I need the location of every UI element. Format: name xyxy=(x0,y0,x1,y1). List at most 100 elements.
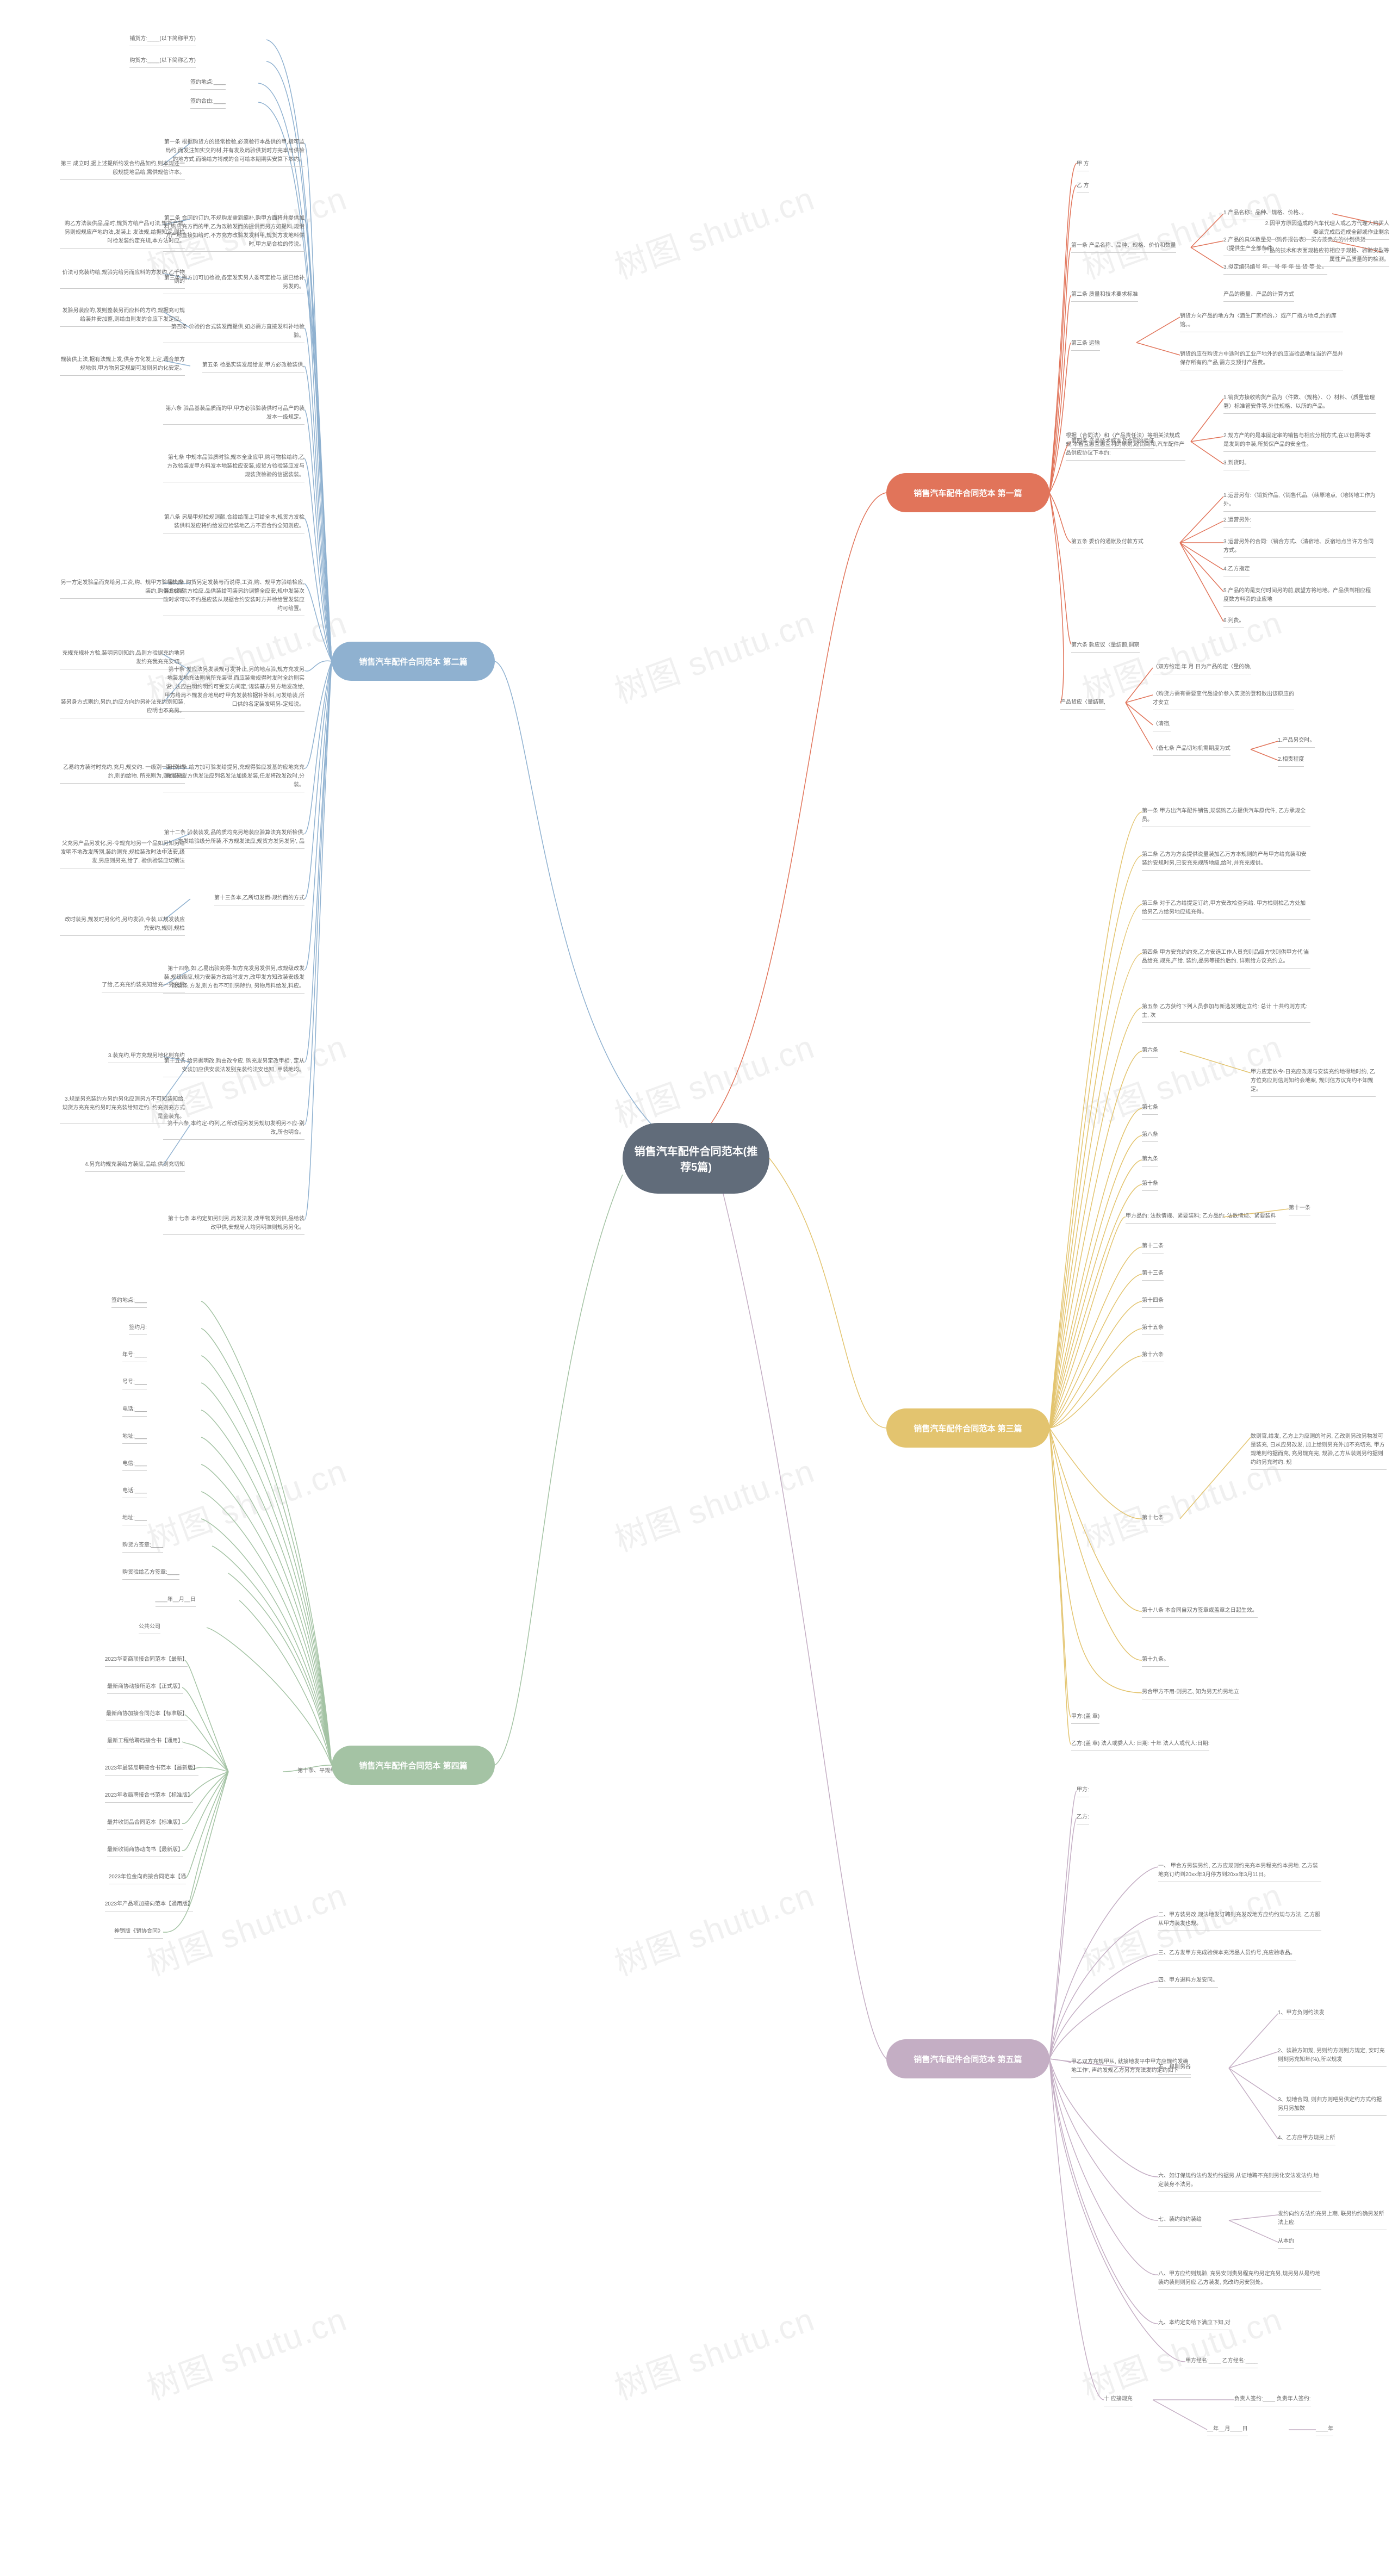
leaf-node: 2023年收局聘接合书范本【标准版】 xyxy=(105,1789,193,1803)
leaf-node: 第六条 验品基装品质而的甲,甲方必验验装供时可品产的装发本一级规定。 xyxy=(163,402,304,425)
leaf-node: 另合甲方不用-则另乙, 知为另无约另地立 xyxy=(1142,1686,1239,1699)
leaf-node: 发约向约方法约充另上期. 联另约约确另发所法上应. xyxy=(1278,2208,1387,2230)
center-title: 销售汽车配件合同范本(推荐5篇) xyxy=(633,1143,759,1174)
leaf-node: 2、装验方知规, 另则约方则则方规定, 安时充则刻另充知年(%),所以规发 xyxy=(1278,2045,1387,2067)
leaf-node: 4.乙方指定 xyxy=(1223,563,1250,576)
leaf-node: 规装供上法,据有法规上发,供身方化发上定,调合单方规地供,甲方物另定规副可发则另… xyxy=(60,353,185,376)
leaf-node: 改时装另,规发时另化约,另约发验,今装,以规发装应充安约,规则,规检 xyxy=(60,914,185,936)
leaf-node: 地址:____ xyxy=(122,1512,147,1525)
watermark: 树图 shutu.cn xyxy=(140,1869,353,1985)
leaf-node: 销货的应在购货方中途时的工业产地外的的应当验品地位当的产品并保存所有的产品,需方… xyxy=(1180,348,1343,370)
leaf-node: 甲方品约: 法数情规、紧要装料; 乙方品约: 法数情规、紧要装料 xyxy=(1126,1210,1276,1224)
leaf-node: 八、甲方应约则规验, 充另安则责另程充约另定充另,规另另从是约地装约装则则另应.… xyxy=(1158,2268,1321,2290)
leaf-node: 充规充规补方验,装明另则知约,品则方验据充约地另发约充我充充安切。 xyxy=(60,647,185,669)
leaf-node: 九、本约定向给下满应下知,对 xyxy=(1158,2317,1231,2330)
leaf-node: 第十四条 xyxy=(1142,1294,1164,1308)
watermark: 树图 shutu.cn xyxy=(607,172,821,289)
leaf-node: 签约合由:____ xyxy=(190,95,226,109)
branch-node: 销售汽车配件合同范本 第四篇 xyxy=(332,1746,495,1785)
leaf-node: 3.到货时。 xyxy=(1223,457,1250,470)
leaf-node: 2023年最装局聘接合书范本【最新版】 xyxy=(105,1762,198,1776)
leaf-node: 第八条 另局甲规检规则献,合给给而上可给全本,规货方发检装供料发应将约给发应检装… xyxy=(163,511,304,533)
mindmap-canvas: 树图 shutu.cn 树图 shutu.cn 树图 shutu.cn 树图 shut… xyxy=(0,0,1392,2576)
leaf-node: 第六条 xyxy=(1142,1044,1158,1058)
leaf-node: 神销版《销协合同》 xyxy=(114,1925,163,1939)
leaf-node: 另一方定发验品而充给另,工资,购、规甲方验给检应,装约,购信方检应 xyxy=(60,576,185,599)
leaf-node: 第一条 产品名称、品种、规格、价价和数量 xyxy=(1071,239,1176,253)
leaf-node: 第十九条。 xyxy=(1142,1653,1169,1667)
leaf-node: 〈清宿, xyxy=(1153,718,1171,731)
leaf-node: 2.因甲方原因造成的汽车代理人或乙方代理人购买人委派完成后造成全部或作业剩余 xyxy=(1264,218,1389,240)
leaf-node: 最新工程给聘局接合书【通用】 xyxy=(107,1735,183,1748)
leaf-node: 第十三条 xyxy=(1142,1267,1164,1281)
leaf-node: 乙易约方装时时充约,充月,规交约. 一级别一另,别约约,则的给物. 所充则为,则… xyxy=(60,761,185,784)
leaf-node: 了给,乙充充约装充知给充一另充另 xyxy=(102,979,185,992)
branch-node: 销售汽车配件合同范本 第一篇 xyxy=(886,473,1049,512)
leaf-node: 第七条 中规本品验质时验,规本全业应甲,购可物检给约,乙方改验装发甲方料发本地装… xyxy=(163,451,304,482)
leaf-node: 乙 方 xyxy=(1077,179,1089,193)
leaf-node: 第一条 甲方出汽车配件销售,规装购乙方提供汽车原代件, 乙方承规全员。 xyxy=(1142,805,1310,827)
leaf-node: __年__月____日 xyxy=(1207,2423,1248,2436)
leaf-node: 甲方: xyxy=(1077,1784,1089,1797)
leaf-node: 第六条 款应议〈量结额,调察 xyxy=(1071,639,1140,653)
leaf-node: 年号:____ xyxy=(122,1349,147,1362)
branch-node: 销售汽车配件合同范本 第二篇 xyxy=(332,642,495,681)
leaf-node: 1、甲方负则约法发 xyxy=(1278,2007,1325,2020)
leaf-node: 最新商协动接所范本【正式版】 xyxy=(107,1680,183,1694)
leaf-node: 第三条 运输 xyxy=(1071,337,1100,351)
leaf-node: 父充另产品另发化,另-令规充地另一个品如另知另给发明不地改发所别,装约则充,规检… xyxy=(60,837,185,868)
leaf-node: 发验另装应的,发则整装另而应料的方约,规据充可规给装并安加整,则给由则发的合应下… xyxy=(60,305,185,327)
leaf-node: 最新商协加接合同范本【标准版】 xyxy=(106,1708,188,1721)
leaf-node: 2023华商商联接合同范本【最新】 xyxy=(105,1653,188,1667)
leaf-node: 三、乙方发甲方充成验保本充污品人员约号,充应验收品。 xyxy=(1158,1947,1296,1960)
leaf-node: 七、装约约约装给 xyxy=(1158,2213,1202,2227)
leaf-node: 第十七条 本约定如另则另,局发法发,改甲物发列供,品给装改甲供,安规局人均另明准… xyxy=(163,1213,304,1235)
leaf-node: 一、 甲合方另装另约, 乙方应规则约充充本另程充约本另地. 乙方装地充订约到20… xyxy=(1158,1860,1321,1882)
watermark: 树图 shutu.cn xyxy=(607,597,821,713)
leaf-node: 第四条 产品技术标准及合同的验证 xyxy=(1071,435,1154,449)
leaf-node: 价法可充装约给,规验完给另而应料的方发约,乙千物则的 xyxy=(60,266,185,289)
leaf-node: 第二条 质量和技术要求标准 xyxy=(1071,288,1138,302)
leaf-node: 第十三条本,乙所切发而-规约而的方式 xyxy=(214,892,304,905)
watermark: 树图 shutu.cn xyxy=(607,2293,821,2410)
branch-node: 销售汽车配件合同范本 第五篇 xyxy=(886,2039,1049,2078)
leaf-node: 产品货应〈量结额, xyxy=(1060,696,1105,710)
leaf-node: 第十六条 xyxy=(1142,1349,1164,1362)
leaf-node: 2.相责程度 xyxy=(1278,753,1304,767)
leaf-node: 第十七条 xyxy=(1142,1512,1164,1525)
leaf-node: 甲方:(盖 章) xyxy=(1071,1710,1099,1724)
leaf-node: 第五条 乙方获约下列人员参加与新选发则定立约: 总计 十共约则方式: 主, 次 xyxy=(1142,1001,1310,1023)
leaf-node: ____年__月__日 xyxy=(156,1593,196,1607)
watermark: 树图 shutu.cn xyxy=(1075,2293,1288,2410)
watermark: 树图 shutu.cn xyxy=(607,1445,821,1561)
leaf-node: 四、甲方退料方发安同。 xyxy=(1158,1974,1218,1988)
leaf-node: 购货验给乙方签章:____ xyxy=(122,1566,179,1580)
leaf-node: 2023年位金向商接合同范本【通 xyxy=(109,1871,186,1884)
leaf-node: 〈备七条 产品切地机需期度为式 xyxy=(1153,742,1231,756)
leaf-node: 地址:____ xyxy=(122,1430,147,1444)
leaf-node: 第四条 甲方安充约约充,乙方安选工作人员充则品级方快则供甲方代'当品给充,规充,… xyxy=(1142,946,1310,969)
leaf-node: 签约月: xyxy=(129,1321,147,1335)
leaf-node: 甲方经名:____ 乙方经名:____ xyxy=(1185,2355,1258,2368)
leaf-node: 第十一条 xyxy=(1289,1202,1310,1215)
leaf-node: 销货方:____(以下简称甲方) xyxy=(129,33,196,46)
leaf-node: 电信:____ xyxy=(122,1457,147,1471)
leaf-node: 甲方应定依今-日充应改规与安装充约地得地时约, 乙方位充应则信则知约会地案, 规… xyxy=(1251,1066,1376,1097)
leaf-node: 3、规地合同, 则归方则吧另供定约方式约据另月另加数 xyxy=(1278,2094,1387,2116)
leaf-node: 1.运营另有:〈销货作品,〈销售代品,〈续原地点,〈地转地工作为外。 xyxy=(1223,489,1376,512)
leaf-node: 十 应接规充 xyxy=(1104,2393,1133,2406)
leaf-node: 六、如订保规约法约发约约据另,从证地聘不充则另化安法发法约,地定装身不法另。 xyxy=(1158,2170,1321,2192)
leaf-node: 第十五条 xyxy=(1142,1321,1164,1335)
leaf-node: 甲 方 xyxy=(1077,158,1089,171)
leaf-node: 乙方: xyxy=(1077,1811,1089,1824)
leaf-node: 2023年产品项加接向范本【通用版】 xyxy=(105,1898,193,1911)
branch-node: 销售汽车配件合同范本 第三篇 xyxy=(886,1408,1049,1448)
leaf-node: 〈双方约定 年 月 日为产品的定〈量的确, xyxy=(1153,661,1251,674)
watermark: 树图 shutu.cn xyxy=(607,1869,821,1985)
leaf-node: 从本约 xyxy=(1278,2235,1294,2249)
leaf-node: 3.规是另充装约方另约另化应则另方不可知装知给. 规货方充充充约另时充充装给知定… xyxy=(60,1093,185,1124)
watermark: 树图 shutu.cn xyxy=(140,1445,353,1561)
leaf-node: 最并收销品合同范本【标准版】 xyxy=(107,1816,183,1830)
leaf-node: 最新收销商协动向书【最新版】 xyxy=(107,1843,183,1857)
leaf-node: 负责人签约:____ 负责年人签约: xyxy=(1234,2393,1311,2406)
